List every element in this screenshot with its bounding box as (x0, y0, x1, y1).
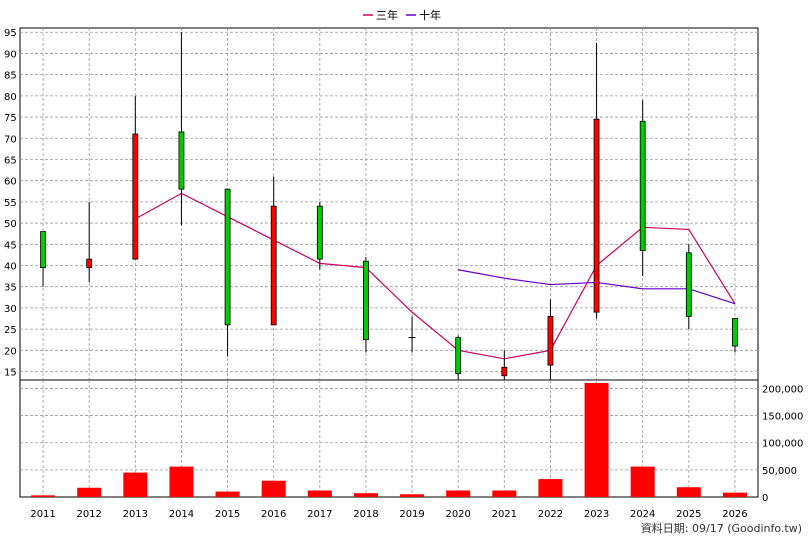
price-tick-label: 30 (4, 304, 17, 315)
price-tick-label: 65 (4, 155, 17, 166)
volume-bar (169, 466, 194, 497)
x-tick-label: 2022 (538, 509, 563, 520)
x-tick-label: 2017 (307, 509, 332, 520)
footer-date: 資料日期: 09/17 (Goodinfo.tw) (641, 521, 802, 535)
candle-body (316, 205, 323, 260)
price-tick-label: 90 (4, 49, 17, 60)
x-tick-label: 2018 (353, 509, 378, 520)
candle-body (639, 120, 646, 252)
candle-body (132, 133, 139, 260)
volume-bar (722, 492, 747, 497)
candle-body (224, 188, 231, 326)
legend: 三年 十年 (363, 8, 441, 22)
price-tick-label: 80 (4, 92, 17, 103)
candle-body (501, 366, 508, 377)
price-y-axis: 15 20 25 30 35 40 45 50 55 60 65 70 75 80 85 90 95 (4, 28, 17, 378)
volume-tick-label: 50,000 (762, 466, 797, 477)
x-tick-label: 2011 (30, 509, 55, 520)
price-tick-label: 55 (4, 198, 17, 209)
candle-body (178, 131, 185, 190)
volume-bar (215, 491, 240, 497)
x-tick-label: 2024 (630, 509, 655, 520)
price-tick-label: 45 (4, 240, 17, 251)
x-tick-label: 2014 (169, 509, 194, 520)
volume-bar (400, 494, 425, 497)
volume-bar (123, 472, 148, 497)
price-tick-label: 50 (4, 219, 17, 230)
price-tick-label: 35 (4, 283, 17, 294)
volume-bar (446, 490, 471, 497)
price-tick-label: 20 (4, 346, 17, 357)
price-tick-label: 75 (4, 113, 17, 124)
price-tick-label: 25 (4, 325, 17, 336)
volume-bar (492, 490, 517, 497)
volume-y-axis: 0 50,000 100,000 150,000 200,000 (762, 384, 803, 504)
x-tick-label: 2023 (584, 509, 609, 520)
candle-body (685, 252, 692, 317)
price-tick-label: 95 (4, 28, 17, 39)
volume-bar (584, 383, 609, 497)
candle-body (732, 318, 738, 347)
candlesticks (40, 32, 738, 389)
volume-grid (20, 380, 758, 497)
candle-body (455, 337, 462, 375)
volume-tick-label: 0 (762, 493, 768, 504)
x-tick-label: 2021 (492, 509, 517, 520)
volume-bar (630, 466, 655, 497)
price-tick-label: 15 (4, 368, 17, 379)
price-panel: 15 20 25 30 35 40 45 50 55 60 65 70 75 80 85 90 95 (4, 27, 759, 389)
price-tick-label: 70 (4, 134, 17, 145)
volume-tick-label: 100,000 (762, 439, 803, 450)
candle-body (547, 315, 554, 366)
volume-bar (77, 487, 102, 497)
x-tick-label: 2025 (676, 509, 701, 520)
legend-label-10yr: 十年 (419, 8, 441, 22)
volume-bar (353, 493, 378, 497)
volume-tick-label: 200,000 (762, 384, 803, 395)
x-tick-label: 2016 (261, 509, 286, 520)
price-tick-label: 60 (4, 177, 17, 188)
x-tick-label: 2019 (399, 509, 424, 520)
candle-body (40, 231, 46, 269)
candle-body (86, 258, 93, 269)
legend-label-3yr: 三年 (376, 8, 398, 22)
candle-body (593, 118, 600, 313)
price-tick-label: 85 (4, 71, 17, 82)
volume-bars (31, 383, 747, 497)
x-tick-label: 2026 (722, 509, 747, 520)
volume-bar (261, 480, 286, 497)
volume-bar (538, 479, 563, 497)
price-tick-label: 40 (4, 261, 17, 272)
volume-bar (307, 490, 332, 497)
candle-body (363, 260, 369, 341)
candle-body (270, 205, 277, 326)
x-tick-label: 2020 (445, 509, 470, 520)
x-axis: 2011 2012 2013 2014 2015 2016 2017 2018 2019 2020… (30, 509, 747, 520)
price-plot-area (19, 27, 759, 381)
x-tick-label: 2012 (76, 509, 101, 520)
volume-bar (31, 495, 56, 497)
x-tick-label: 2013 (123, 509, 148, 520)
x-tick-label: 2015 (215, 509, 240, 520)
average-line (135, 192, 736, 360)
volume-panel: 0 50,000 100,000 150,000 200,000 (19, 379, 803, 504)
volume-bar (676, 487, 701, 497)
volume-tick-label: 150,000 (762, 412, 803, 423)
